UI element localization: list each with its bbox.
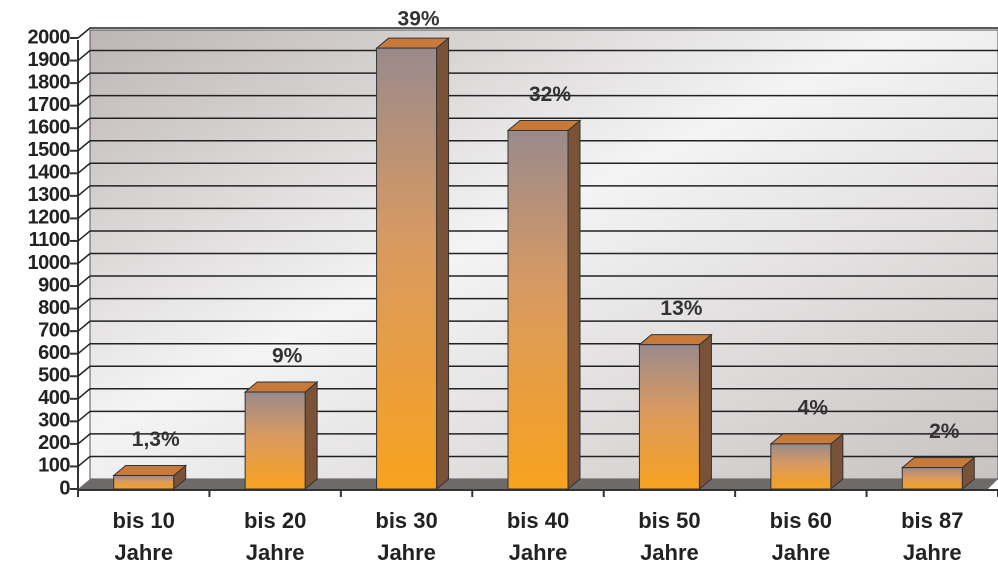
bar bbox=[638, 333, 713, 491]
y-tick-label: 1800 bbox=[28, 71, 71, 93]
grid-line bbox=[77, 207, 998, 219]
grid-line bbox=[77, 140, 998, 152]
bar-front bbox=[770, 443, 832, 490]
value-label: 4% bbox=[798, 396, 829, 419]
y-tick-label: 700 bbox=[38, 319, 70, 341]
grid-line bbox=[77, 27, 998, 39]
bar-front bbox=[376, 47, 438, 490]
bar-top bbox=[638, 334, 713, 346]
y-tick-label: 100 bbox=[38, 455, 70, 477]
grid-line bbox=[77, 162, 998, 174]
bar bbox=[112, 464, 188, 491]
grid-line bbox=[77, 252, 998, 265]
x-tick-label: bis 30 Jahre bbox=[375, 508, 438, 565]
y-tick-label: 1900 bbox=[28, 49, 71, 71]
y-tick-label: 2000 bbox=[28, 26, 71, 48]
x-tick-label: bis 20 Jahre bbox=[243, 508, 307, 565]
bar-top bbox=[506, 119, 582, 131]
grid-line bbox=[77, 230, 998, 242]
y-tick-label: 900 bbox=[38, 274, 70, 296]
grid-line bbox=[77, 275, 998, 287]
y-tick-label: 1400 bbox=[28, 162, 71, 184]
bar-front bbox=[507, 129, 569, 490]
x-tick-label: bis 10 Jahre bbox=[112, 508, 175, 565]
grid-line bbox=[77, 297, 998, 310]
x-tick-label: bis 60 Jahre bbox=[769, 508, 833, 565]
bar-top bbox=[769, 433, 845, 445]
y-tick-label: 200 bbox=[38, 432, 70, 454]
grid-line bbox=[77, 185, 998, 197]
y-tick-label: 600 bbox=[38, 342, 70, 364]
bar-side bbox=[436, 37, 450, 491]
value-label: 9% bbox=[272, 345, 303, 368]
grid-line bbox=[77, 49, 998, 62]
bar-front bbox=[244, 391, 306, 490]
bar bbox=[375, 37, 450, 491]
bar bbox=[506, 119, 582, 491]
value-label: 1,3% bbox=[132, 428, 180, 451]
y-tick-label: 300 bbox=[38, 410, 70, 432]
grid-line bbox=[77, 94, 998, 107]
value-label: 2% bbox=[929, 420, 960, 443]
y-tick-label: 800 bbox=[38, 297, 70, 319]
x-tick-label: bis 50 Jahre bbox=[638, 508, 701, 565]
grid-line bbox=[77, 72, 998, 84]
bar-top bbox=[243, 381, 319, 393]
bar-front bbox=[113, 474, 175, 490]
grid-line bbox=[77, 117, 998, 129]
value-label: 32% bbox=[529, 83, 571, 106]
bar-top bbox=[112, 464, 188, 476]
bar-side bbox=[304, 380, 318, 491]
bar-top bbox=[375, 37, 450, 49]
y-tick-label: 0 bbox=[59, 477, 70, 499]
x-tick-label: bis 40 Jahre bbox=[506, 508, 570, 565]
y-tick-label: 1600 bbox=[28, 116, 71, 138]
y-tick-label: 1200 bbox=[28, 207, 71, 229]
y-tick-label: 1000 bbox=[28, 252, 71, 274]
y-tick-label: 1300 bbox=[28, 184, 71, 206]
y-tick-label: 400 bbox=[38, 387, 70, 409]
value-label: 39% bbox=[398, 8, 440, 31]
bar-front bbox=[901, 467, 963, 490]
value-label: 13% bbox=[660, 297, 702, 320]
y-tick-label: 500 bbox=[38, 365, 70, 387]
bar bbox=[769, 432, 845, 491]
bar-front bbox=[638, 344, 700, 490]
y-tick-label: 1500 bbox=[28, 139, 71, 161]
bar-top bbox=[900, 457, 976, 469]
y-tick-label: 1700 bbox=[28, 94, 71, 116]
bar bbox=[243, 380, 319, 491]
bar-side bbox=[567, 119, 581, 491]
y-tick-label: 1100 bbox=[29, 229, 71, 251]
bar-side bbox=[698, 333, 712, 491]
bar bbox=[900, 456, 976, 491]
grid-line bbox=[77, 320, 998, 332]
x-tick-label: bis 87 Jahre bbox=[901, 508, 964, 565]
